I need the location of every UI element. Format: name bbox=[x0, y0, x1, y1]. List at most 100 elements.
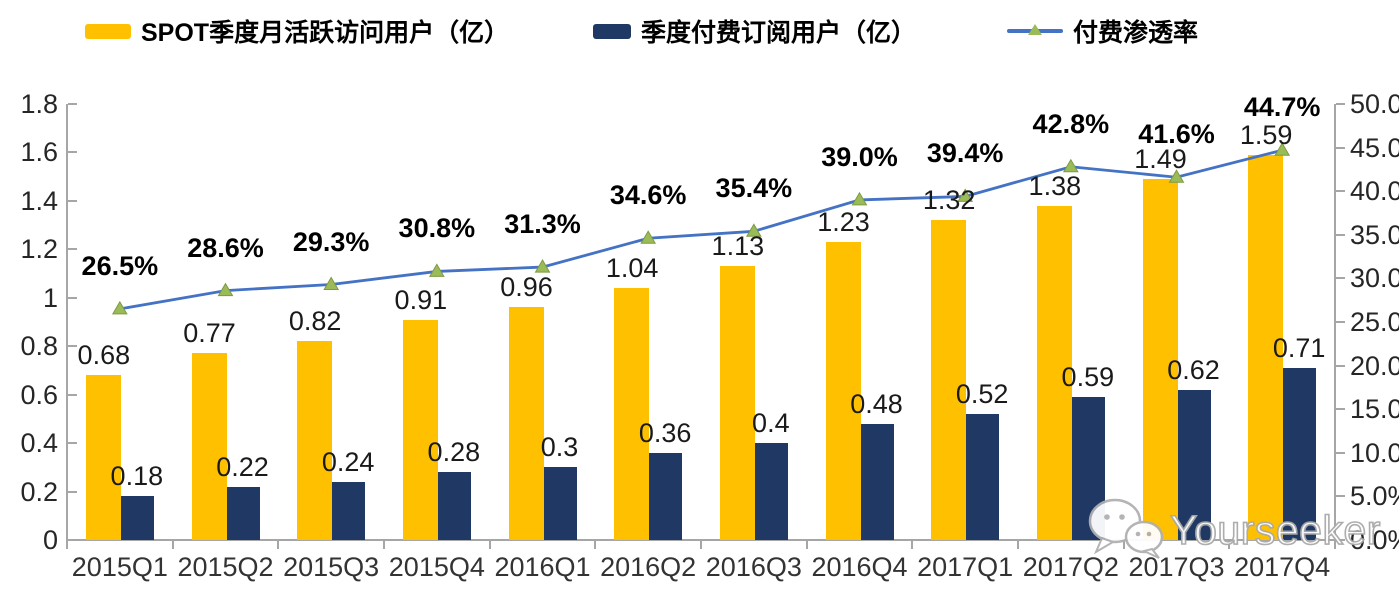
bar-mau-value-label: 1.13 bbox=[711, 231, 765, 262]
penetration-value-label: 41.6% bbox=[1138, 119, 1215, 150]
legend-line-marker-icon bbox=[1007, 24, 1063, 35]
y-axis-left-tick bbox=[68, 393, 77, 396]
y-axis-left-tick bbox=[68, 103, 77, 105]
y-axis-right-tick bbox=[1336, 146, 1345, 149]
y-axis-right-label: 35.0% bbox=[1350, 219, 1399, 250]
x-axis-tick bbox=[488, 540, 491, 549]
x-axis-tick bbox=[1017, 540, 1019, 549]
x-axis-tick bbox=[1228, 540, 1231, 549]
bar-subscribers-value-label: 0.4 bbox=[752, 408, 790, 439]
x-axis-category-label: 2015Q3 bbox=[283, 552, 380, 582]
x-axis-tick bbox=[1122, 540, 1125, 549]
bar-subscribers-value-label: 0.52 bbox=[955, 379, 1009, 410]
y-axis-right-tick bbox=[1336, 103, 1345, 105]
bar-subscribers-value-label: 0.28 bbox=[427, 437, 481, 468]
bar-subscribers bbox=[120, 496, 154, 540]
penetration-marker-icon bbox=[534, 259, 551, 273]
bar-mau bbox=[508, 307, 544, 540]
y-axis-right-label: 20.0% bbox=[1350, 350, 1399, 381]
bar-subscribers bbox=[543, 467, 577, 540]
legend-item-penetration: 付费渗透率 bbox=[1007, 14, 1198, 48]
penetration-value-label: 26.5% bbox=[81, 250, 159, 281]
penetration-value-label: 29.3% bbox=[292, 226, 370, 257]
bar-mau-value-label: 1.32 bbox=[922, 185, 976, 216]
bar-mau-value-label: 1.59 bbox=[1239, 119, 1293, 150]
x-axis-category-label: 2015Q4 bbox=[388, 552, 485, 582]
y-axis-right bbox=[1334, 104, 1336, 540]
bar-subscribers bbox=[1071, 397, 1105, 540]
x-axis-tick bbox=[1334, 540, 1336, 549]
y-axis-right-label: 45.0% bbox=[1350, 132, 1399, 163]
x-axis-category-label: 2017Q1 bbox=[917, 552, 1014, 582]
bar-subscribers bbox=[332, 481, 366, 540]
y-axis-left-tick bbox=[68, 248, 77, 251]
y-axis-left-label: 0.6 bbox=[20, 379, 58, 410]
x-axis-tick bbox=[911, 540, 914, 549]
bar-mau bbox=[85, 375, 121, 540]
bar-mau-value-label: 0.77 bbox=[183, 318, 236, 349]
x-axis-tick bbox=[805, 540, 808, 549]
y-axis-right-tick bbox=[1336, 408, 1345, 411]
bar-subscribers bbox=[226, 486, 260, 540]
bar-subscribers bbox=[1177, 389, 1211, 540]
y-axis-right-tick bbox=[1336, 495, 1345, 498]
y-axis-left-label: 0 bbox=[42, 525, 58, 555]
legend-triangle-icon bbox=[1028, 24, 1042, 35]
y-axis-left-tick bbox=[68, 442, 77, 445]
y-axis-left-label: 1.4 bbox=[20, 185, 58, 216]
y-axis-right-tick bbox=[1336, 321, 1345, 323]
penetration-marker-icon bbox=[323, 276, 340, 291]
x-axis-category-label: 2016Q1 bbox=[494, 552, 591, 582]
penetration-marker-icon bbox=[111, 300, 128, 315]
x-axis-tick bbox=[594, 540, 597, 549]
x-axis-category-label: 2017Q2 bbox=[1022, 552, 1119, 582]
bar-mau bbox=[719, 266, 755, 540]
x-axis-category-label: 2016Q4 bbox=[811, 552, 908, 582]
y-axis-left-label: 1.2 bbox=[20, 234, 58, 265]
bar-subscribers-value-label: 0.62 bbox=[1167, 354, 1220, 385]
y-axis-right-tick bbox=[1336, 539, 1345, 541]
y-axis-left-label: 0.8 bbox=[20, 331, 58, 362]
legend-swatch-mau-icon bbox=[85, 23, 131, 39]
y-axis-left-label: 1.8 bbox=[20, 89, 58, 119]
bar-subscribers-value-label: 0.71 bbox=[1272, 333, 1326, 364]
bar-subscribers bbox=[966, 414, 1000, 540]
x-axis-tick bbox=[171, 540, 174, 549]
x-axis-category-label: 2016Q3 bbox=[705, 552, 802, 582]
y-axis-left-tick bbox=[68, 151, 77, 154]
penetration-value-label: 39.0% bbox=[821, 141, 898, 172]
bar-subscribers-value-label: 0.18 bbox=[110, 461, 164, 492]
bar-subscribers bbox=[754, 443, 788, 540]
x-axis-category-label: 2016Q2 bbox=[600, 552, 697, 582]
y-axis-right-tick bbox=[1336, 364, 1345, 367]
x-axis-tick bbox=[700, 540, 702, 549]
x-axis-tick bbox=[383, 540, 385, 549]
y-axis-right-label: 25.0% bbox=[1350, 307, 1399, 337]
bar-subscribers bbox=[1283, 368, 1317, 540]
y-axis-left-label: 1 bbox=[42, 282, 58, 313]
bar-mau-value-label: 0.82 bbox=[288, 306, 342, 337]
y-axis-left-tick bbox=[68, 199, 77, 202]
penetration-value-label: 31.3% bbox=[504, 209, 581, 240]
y-axis-left-label: 1.6 bbox=[20, 137, 58, 168]
y-axis-right-tick bbox=[1336, 233, 1345, 236]
bar-subscribers-value-label: 0.3 bbox=[540, 432, 579, 463]
x-axis-category-label: 2015Q1 bbox=[71, 552, 168, 582]
y-axis-right-tick bbox=[1336, 277, 1345, 280]
bar-mau-value-label: 0.96 bbox=[500, 272, 553, 303]
x-axis-category-label: 2017Q4 bbox=[1234, 552, 1331, 582]
legend-item-mau: SPOT季度月活跃访问用户（亿） bbox=[85, 14, 509, 48]
legend-label-penetration: 付费渗透率 bbox=[1073, 19, 1199, 47]
y-axis-right-tick bbox=[1336, 190, 1345, 193]
bar-mau-value-label: 1.04 bbox=[605, 253, 659, 284]
legend-swatch-subscribers-icon bbox=[593, 23, 631, 39]
penetration-value-label: 34.6% bbox=[609, 180, 687, 211]
bar-subscribers-value-label: 0.24 bbox=[321, 446, 375, 477]
penetration-value-label: 35.4% bbox=[715, 173, 793, 204]
bar-mau-value-label: 1.49 bbox=[1134, 144, 1187, 175]
bar-mau bbox=[614, 288, 650, 540]
penetration-value-label: 44.7% bbox=[1243, 92, 1321, 123]
bar-mau bbox=[191, 353, 227, 540]
x-axis-category-label: 2015Q2 bbox=[177, 552, 274, 582]
